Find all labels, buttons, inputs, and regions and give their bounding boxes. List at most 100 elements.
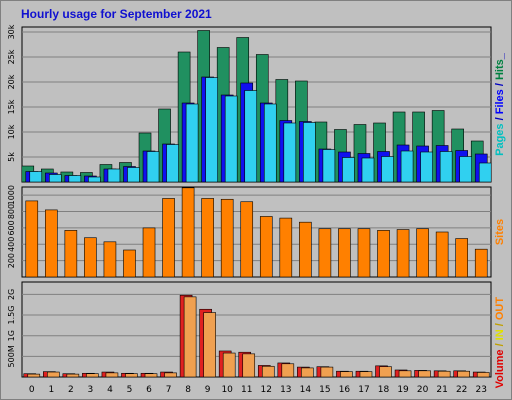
sites-panel-sites-bar xyxy=(25,200,39,278)
sites-panel-sites-bar xyxy=(45,209,58,278)
x-tick-label: 8 xyxy=(185,385,191,395)
sites-panel-sites-bar xyxy=(396,229,410,278)
volume-panel-y-tick: 2G xyxy=(7,289,16,300)
hits-panel-legend: Pages / Files / Hits_ xyxy=(494,52,506,156)
hits-panel-pages-bar xyxy=(459,156,472,183)
hits-panel-pages-bar xyxy=(303,122,316,183)
hits-panel-pages-bar xyxy=(146,151,160,183)
x-tick-label: 5 xyxy=(127,385,133,395)
sites-panel-sites-bar xyxy=(455,238,468,278)
sites-panel-sites-bar xyxy=(64,230,78,278)
volume-panel-out-bar xyxy=(320,366,334,378)
volume-panel-out-bar xyxy=(476,372,490,378)
volume-panel-out-bar xyxy=(125,373,138,378)
volume-panel-legend: Volume / IN / OUTSites xyxy=(494,271,506,389)
x-tick-label: 18 xyxy=(378,385,390,395)
volume-panel-out-bar xyxy=(398,370,412,378)
hits-panel-pages-bar xyxy=(166,144,179,183)
x-tick-label: 7 xyxy=(166,385,172,395)
hits-panel-pages-bar xyxy=(420,151,433,183)
x-tick-label: 0 xyxy=(29,385,35,395)
hits-panel-pages-bar xyxy=(478,162,492,183)
sites-panel-y-tick: 200 xyxy=(7,253,16,268)
x-tick-label: 17 xyxy=(358,385,369,395)
hits-panel-pages-bar xyxy=(381,156,394,183)
volume-panel-out-bar xyxy=(379,366,392,378)
volume-panel-out-bar xyxy=(457,370,470,378)
x-tick-label: 14 xyxy=(300,385,312,395)
volume-panel-y-tick: 1.5G xyxy=(7,306,16,325)
x-tick-label: 13 xyxy=(280,385,291,395)
sites-panel-sites-bar xyxy=(142,227,156,278)
sites-panel-sites-bar xyxy=(259,216,273,278)
hits-panel-y-tick: 20k xyxy=(7,74,16,89)
hits-panel-pages-bar xyxy=(244,90,258,183)
hits-panel-pages-bar xyxy=(342,157,355,183)
sites-panel-sites-bar xyxy=(279,217,293,278)
hits-panel-legend-entry: Hits xyxy=(494,59,506,80)
x-tick-label: 2 xyxy=(68,385,74,395)
hits-panel-y-tick: 5k xyxy=(7,152,16,162)
sites-panel-sites-bar xyxy=(201,198,214,278)
hits-panel-pages-bar xyxy=(107,168,121,183)
sites-panel-sites-bar xyxy=(318,228,332,278)
sites-panel-y-tick: 600 xyxy=(7,220,16,235)
sites-panel-sites-bar xyxy=(123,249,136,278)
volume-panel-out-bar xyxy=(222,352,236,378)
volume-panel-legend-entry: / xyxy=(494,340,506,349)
volume-panel-out-bar xyxy=(183,296,197,378)
x-tick-label: 15 xyxy=(319,385,330,395)
volume-panel-out-bar xyxy=(340,371,353,378)
sites-panel-sites-bar xyxy=(299,221,312,278)
volume-panel-legend-entry: / xyxy=(494,320,506,329)
x-tick-label: 6 xyxy=(146,385,152,395)
sites-panel-y-tick: 800 xyxy=(7,204,16,219)
x-tick-label: 12 xyxy=(261,385,272,395)
volume-panel-out-bar xyxy=(281,363,295,378)
hits-panel-pages-bar xyxy=(205,77,218,183)
sites-panel-sites-bar xyxy=(338,228,351,278)
x-tick-label: 4 xyxy=(107,385,113,395)
volume-panel-out-bar xyxy=(261,365,275,378)
volume-panel-legend-entry: OUT xyxy=(494,297,506,321)
volume-panel-out-bar xyxy=(418,370,431,378)
hits-panel-legend-entry: / xyxy=(494,114,506,123)
hits-panel-pages-bar xyxy=(68,175,82,183)
hits-panel-pages-bar xyxy=(224,95,238,183)
x-tick-label: 10 xyxy=(221,385,233,395)
x-tick-label: 19 xyxy=(397,385,409,395)
hits-panel-y-tick: 30k xyxy=(7,24,16,39)
hits-panel-pages-bar xyxy=(185,103,199,183)
x-tick-label: 22 xyxy=(456,385,467,395)
hits-panel-pages-bar xyxy=(400,150,414,183)
chart-title: Hourly usage for September 2021 xyxy=(21,7,212,21)
x-tick-label: 16 xyxy=(339,385,351,395)
sites-panel-sites-bar xyxy=(435,231,449,278)
volume-panel-out-bar xyxy=(105,372,119,378)
sites-panel-sites-bar xyxy=(220,198,234,278)
sites-panel-sites-bar xyxy=(162,198,175,278)
sites-panel-legend-entry: Sites xyxy=(494,219,506,245)
volume-panel-out-bar xyxy=(242,353,256,378)
hits-panel-y-tick: 15k xyxy=(7,99,16,114)
volume-panel-y-tick: 1G xyxy=(7,330,16,341)
sites-panel-sites-bar xyxy=(357,228,371,278)
volume-panel-out-bar xyxy=(47,371,60,378)
hits-panel-pages-bar xyxy=(88,176,101,183)
volume-panel-legend-entry: IN xyxy=(494,329,506,340)
volume-panel-out-bar xyxy=(66,373,80,378)
sites-panel-sites-bar xyxy=(181,187,195,278)
sites-panel-sites-bar xyxy=(84,237,97,278)
sites-panel-y-tick: 1000 xyxy=(7,185,16,205)
sites-panel-y-tick: 400 xyxy=(7,237,16,252)
x-tick-label: 21 xyxy=(436,385,447,395)
hits-panel-pages-bar xyxy=(283,122,297,183)
hits-panel-pages-bar xyxy=(439,151,453,183)
sites-panel-sites-bar xyxy=(416,228,429,278)
x-tick-label: 20 xyxy=(417,385,429,395)
hits-panel-legend-entry: Pages xyxy=(494,123,506,155)
x-tick-label: 9 xyxy=(205,385,211,395)
hits-panel-pages-bar xyxy=(127,167,140,183)
